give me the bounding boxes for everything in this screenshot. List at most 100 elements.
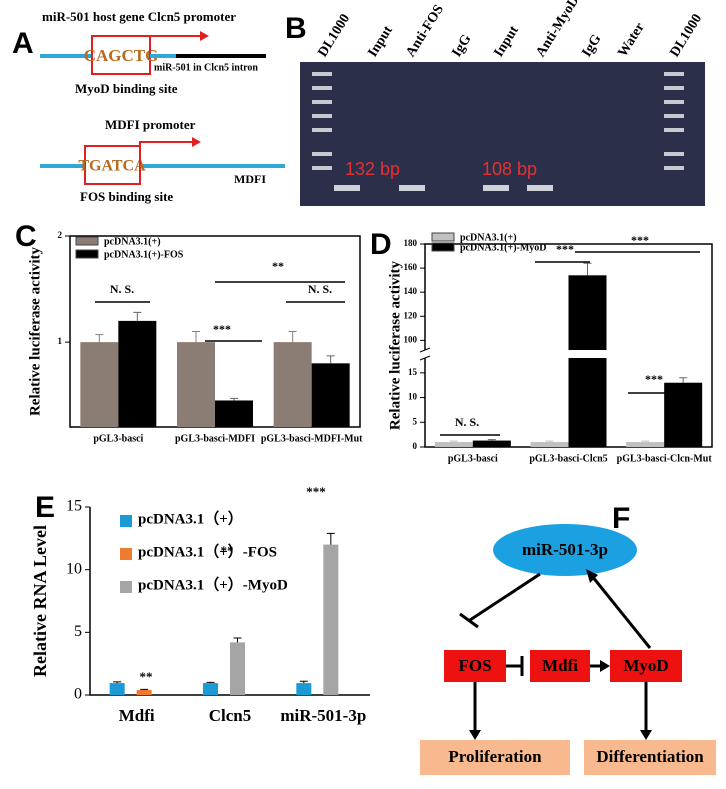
significance: *** bbox=[213, 322, 231, 336]
y-tick-label: 5 bbox=[413, 416, 418, 426]
ladder-band bbox=[312, 166, 332, 170]
promoter-label: MDFI promoter bbox=[105, 117, 196, 132]
ladder-band bbox=[664, 86, 684, 90]
y-tick-label: 0 bbox=[74, 686, 82, 703]
node-label: Mdfi bbox=[542, 656, 578, 675]
legend-label: pcDNA3.1(+)-MyoD bbox=[460, 242, 547, 253]
panel-label: B bbox=[285, 12, 307, 45]
error-bar bbox=[140, 688, 149, 690]
y-tick-label: 15 bbox=[66, 498, 82, 515]
axis bbox=[89, 507, 370, 696]
x-tick-label: Clcn5 bbox=[209, 706, 252, 725]
x-tick-label: pGL3-basci-MDFI bbox=[175, 433, 255, 444]
bar bbox=[434, 442, 473, 447]
legend-label: pcDNA3.1（+）-MyoD bbox=[138, 575, 288, 593]
y-tick-label: 10 bbox=[66, 560, 82, 577]
arrow-heads bbox=[469, 569, 652, 740]
error-bar bbox=[583, 262, 592, 276]
dna-band bbox=[527, 185, 553, 191]
panel-label: F bbox=[612, 502, 630, 535]
error-bar bbox=[133, 311, 142, 321]
ladder-band bbox=[312, 114, 332, 118]
bar bbox=[323, 544, 339, 695]
y-tick-label: 140 bbox=[404, 286, 418, 296]
site-label: FOS binding site bbox=[80, 189, 173, 204]
y-tick-label: 5 bbox=[74, 623, 82, 640]
axis-break-mark bbox=[419, 347, 431, 361]
bar bbox=[296, 683, 312, 695]
process-node bbox=[420, 740, 570, 775]
panel-b: B 132 bp 108 bp DL1000 Input Anti-FOS IgG In… bbox=[285, 0, 705, 206]
process-node bbox=[584, 740, 716, 775]
significance: *** bbox=[645, 372, 663, 386]
ladder-band bbox=[312, 86, 332, 90]
error-bar bbox=[288, 331, 297, 343]
y-axis-label: Relative luciferase activity bbox=[27, 246, 43, 416]
y-tick-label: 2 bbox=[58, 230, 63, 240]
bar bbox=[109, 683, 125, 695]
error-bar bbox=[192, 331, 200, 343]
x-tick-label: miR-501-3p bbox=[280, 706, 366, 725]
error-bar bbox=[233, 637, 242, 643]
bar bbox=[80, 342, 119, 427]
bar bbox=[230, 642, 245, 695]
node-label: Proliferation bbox=[448, 747, 542, 766]
bar bbox=[626, 442, 665, 447]
band-size: 132 bp bbox=[345, 159, 400, 179]
ladder-band bbox=[664, 128, 684, 132]
error-bar bbox=[487, 439, 496, 441]
ladder-band bbox=[664, 166, 684, 170]
legend-label: pcDNA3.1(+)-FOS bbox=[104, 249, 184, 260]
node-label: miR-501-3p bbox=[522, 540, 608, 559]
bar bbox=[568, 275, 607, 447]
error-bar bbox=[679, 377, 688, 383]
error-bar bbox=[641, 440, 650, 443]
y-tick-label: 15 bbox=[408, 367, 418, 377]
ladder-band bbox=[664, 114, 684, 118]
ladder-band bbox=[312, 100, 332, 104]
legend-swatch bbox=[75, 236, 99, 246]
error-bar bbox=[113, 681, 122, 684]
ladder-band bbox=[664, 152, 684, 156]
logo-box bbox=[84, 145, 141, 185]
error-bar bbox=[299, 680, 308, 684]
axis-break bbox=[421, 350, 429, 358]
gene-node bbox=[610, 650, 682, 682]
panel-label: D bbox=[370, 228, 392, 261]
y-tick-label: 0 bbox=[413, 441, 418, 451]
significance: ** bbox=[272, 259, 284, 273]
y-tick-label: 1 bbox=[58, 336, 63, 346]
legend-swatch bbox=[431, 232, 455, 242]
lane-label: Input bbox=[365, 23, 396, 60]
error-bar bbox=[95, 334, 104, 343]
error-bar bbox=[206, 681, 215, 684]
x-tick-label: pGL3-basci bbox=[448, 453, 498, 464]
gene-label: MDFI bbox=[234, 172, 266, 186]
significance: ** bbox=[140, 669, 153, 684]
legend-label: pcDNA3.1（+）-FOS bbox=[138, 542, 277, 560]
tss-arrow bbox=[149, 35, 200, 54]
x-tick-label: pGL3-basci bbox=[93, 433, 143, 444]
x-tick-label: Mdfi bbox=[119, 706, 155, 725]
lane-label: DL1000 bbox=[315, 12, 353, 60]
band-size: 108 bp bbox=[482, 159, 537, 179]
sequence-logo: TGATCA bbox=[78, 158, 146, 175]
y-axis-label: Relative RNA Level bbox=[30, 525, 50, 677]
site-label: MyoD binding site bbox=[75, 81, 178, 96]
node-label: Differentiation bbox=[596, 747, 704, 766]
bar bbox=[118, 320, 157, 427]
ladder-band bbox=[312, 152, 332, 156]
legend-label: pcDNA3.1(+) bbox=[104, 236, 161, 247]
ladder-band bbox=[312, 128, 332, 132]
bar bbox=[273, 342, 312, 427]
arrow-head bbox=[192, 137, 201, 147]
bar-break bbox=[567, 350, 608, 358]
legend-swatch bbox=[120, 548, 132, 560]
gel-image bbox=[300, 62, 705, 206]
intron-label: miR-501 in Clcn5 intron bbox=[154, 62, 258, 73]
promoter-label: miR-501 host gene Clcn5 promoter bbox=[42, 9, 236, 24]
